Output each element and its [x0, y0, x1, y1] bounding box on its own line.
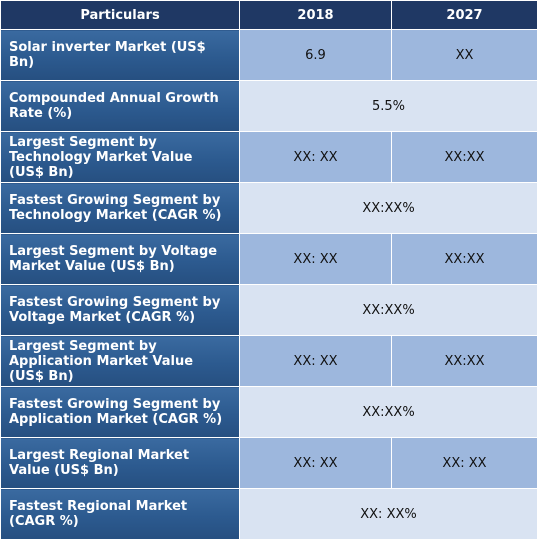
value-2027: XX:XX: [392, 234, 537, 285]
row-label: Fastest Growing Segment by Technology Ma…: [1, 183, 240, 234]
table-row: Fastest Regional Market (CAGR %) XX: XX%: [1, 489, 537, 540]
row-label: Largest Segment by Voltage Market Value …: [1, 234, 240, 285]
value-2018: 6.9: [240, 30, 392, 81]
row-label: Fastest Growing Segment by Application M…: [1, 387, 240, 438]
row-label: Largest Segment by Technology Market Val…: [1, 132, 240, 183]
value-2018: XX: XX: [240, 234, 392, 285]
table-row: Fastest Growing Segment by Application M…: [1, 387, 537, 438]
table-row: Largest Regional Market Value (US$ Bn) X…: [1, 438, 537, 489]
header-2018: 2018: [240, 1, 392, 30]
value-2027: XX: XX: [392, 438, 537, 489]
table-row: Largest Segment by Application Market Va…: [1, 336, 537, 387]
row-label: Largest Segment by Application Market Va…: [1, 336, 240, 387]
table-row: Fastest Growing Segment by Technology Ma…: [1, 183, 537, 234]
table-row: Largest Segment by Technology Market Val…: [1, 132, 537, 183]
value-merged: XX:XX%: [240, 285, 537, 336]
table-row: Largest Segment by Voltage Market Value …: [1, 234, 537, 285]
header-row: Particulars 2018 2027: [1, 1, 537, 30]
row-label: Fastest Growing Segment by Voltage Marke…: [1, 285, 240, 336]
table-row: Fastest Growing Segment by Voltage Marke…: [1, 285, 537, 336]
value-merged: XX: XX%: [240, 489, 537, 540]
row-label: Largest Regional Market Value (US$ Bn): [1, 438, 240, 489]
value-2018: XX: XX: [240, 132, 392, 183]
header-particulars: Particulars: [1, 1, 240, 30]
value-2027: XX:XX: [392, 132, 537, 183]
table-row: Compounded Annual Growth Rate (%) 5.5%: [1, 81, 537, 132]
row-label: Solar inverter Market (US$ Bn): [1, 30, 240, 81]
row-label: Fastest Regional Market (CAGR %): [1, 489, 240, 540]
value-2027: XX:XX: [392, 336, 537, 387]
table-row: Solar inverter Market (US$ Bn) 6.9 XX: [1, 30, 537, 81]
value-2018: XX: XX: [240, 336, 392, 387]
value-merged: 5.5%: [240, 81, 537, 132]
value-2018: XX: XX: [240, 438, 392, 489]
header-2027: 2027: [392, 1, 537, 30]
value-merged: XX:XX%: [240, 183, 537, 234]
value-2027: XX: [392, 30, 537, 81]
row-label: Compounded Annual Growth Rate (%): [1, 81, 240, 132]
value-merged: XX:XX%: [240, 387, 537, 438]
